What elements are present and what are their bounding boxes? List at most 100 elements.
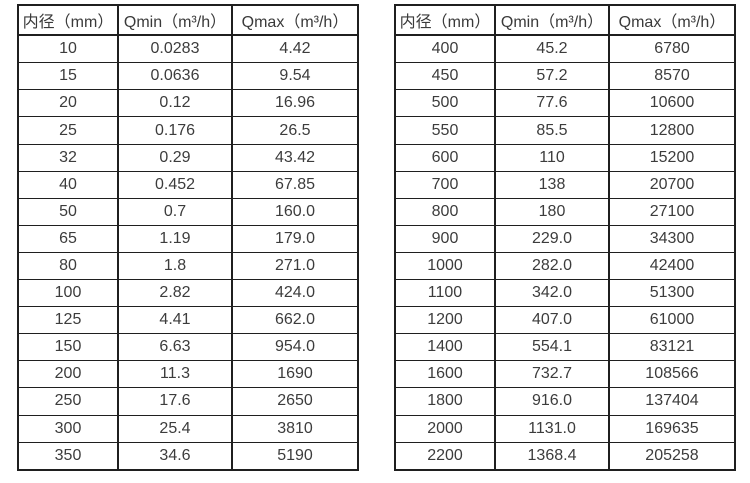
cell-qmin: 77.6: [494, 89, 610, 118]
table-row: 1000 282.0 42400: [394, 251, 736, 281]
header-cell-qmax: Qmax（m³/h）: [231, 4, 359, 36]
cell-qmin: 554.1: [494, 333, 610, 362]
header-row: 内径（mm） Qmin（m³/h） Qmax（m³/h）: [394, 4, 736, 36]
cell-qmax: 5190: [231, 441, 359, 471]
cell-qmax: 662.0: [231, 306, 359, 335]
cell-diameter: 15: [17, 62, 119, 91]
cell-qmin: 1368.4: [494, 441, 610, 471]
table-row: 80 1.8 271.0: [17, 251, 359, 281]
header-cell-qmin: Qmin（m³/h）: [117, 4, 233, 36]
table-row: 25 0.176 26.5: [17, 116, 359, 145]
cell-qmin: 180: [494, 197, 610, 226]
cell-diameter: 250: [17, 387, 119, 416]
table-header: 内径（mm） Qmin（m³/h） Qmax（m³/h）: [394, 4, 736, 36]
cell-qmax: 2650: [231, 387, 359, 416]
cell-qmin: 0.176: [117, 116, 233, 145]
table-row: 450 57.2 8570: [394, 62, 736, 91]
cell-qmin: 85.5: [494, 116, 610, 145]
table-row: 800 180 27100: [394, 197, 736, 226]
cell-qmin: 0.452: [117, 170, 233, 199]
cell-qmax: 160.0: [231, 197, 359, 226]
cell-qmax: 10600: [608, 89, 736, 118]
cell-qmin: 0.29: [117, 143, 233, 172]
cell-qmax: 26.5: [231, 116, 359, 145]
cell-diameter: 2000: [394, 414, 496, 443]
cell-qmax: 424.0: [231, 279, 359, 308]
cell-qmin: 138: [494, 170, 610, 199]
cell-diameter: 1200: [394, 306, 496, 335]
cell-qmax: 16.96: [231, 89, 359, 118]
cell-qmin: 0.0283: [117, 34, 233, 64]
cell-qmax: 6780: [608, 34, 736, 64]
cell-diameter: 80: [17, 251, 119, 281]
cell-qmax: 9.54: [231, 62, 359, 91]
table-row: 2200 1368.4 205258: [394, 441, 736, 471]
table-row: 32 0.29 43.42: [17, 143, 359, 172]
cell-qmax: 51300: [608, 279, 736, 308]
cell-diameter: 300: [17, 414, 119, 443]
cell-qmin: 1.19: [117, 224, 233, 253]
table-row: 700 138 20700: [394, 170, 736, 199]
table-header: 内径（mm） Qmin（m³/h） Qmax（m³/h）: [17, 4, 359, 36]
flow-spec-tables: 内径（mm） Qmin（m³/h） Qmax（m³/h） 10 0.0283 4…: [17, 4, 736, 471]
cell-qmin: 34.6: [117, 441, 233, 471]
cell-qmin: 916.0: [494, 387, 610, 416]
cell-diameter: 100: [17, 279, 119, 308]
cell-qmin: 6.63: [117, 333, 233, 362]
cell-diameter: 600: [394, 143, 496, 172]
table-row: 300 25.4 3810: [17, 414, 359, 443]
cell-diameter: 1400: [394, 333, 496, 362]
cell-qmin: 2.82: [117, 279, 233, 308]
flow-table-large-diameters: 内径（mm） Qmin（m³/h） Qmax（m³/h） 400 45.2 67…: [394, 4, 736, 471]
cell-qmax: 179.0: [231, 224, 359, 253]
cell-qmax: 27100: [608, 197, 736, 226]
table-row: 20 0.12 16.96: [17, 89, 359, 118]
cell-diameter: 50: [17, 197, 119, 226]
cell-diameter: 500: [394, 89, 496, 118]
table-row: 550 85.5 12800: [394, 116, 736, 145]
cell-qmax: 43.42: [231, 143, 359, 172]
cell-qmin: 0.12: [117, 89, 233, 118]
table-row: 1200 407.0 61000: [394, 306, 736, 335]
table-row: 500 77.6 10600: [394, 89, 736, 118]
cell-qmin: 0.0636: [117, 62, 233, 91]
cell-diameter: 700: [394, 170, 496, 199]
cell-diameter: 65: [17, 224, 119, 253]
cell-diameter: 400: [394, 34, 496, 64]
cell-diameter: 10: [17, 34, 119, 64]
cell-qmax: 83121: [608, 333, 736, 362]
table-body: 400 45.2 6780 450 57.2 8570 500 77.6 106…: [394, 34, 736, 471]
cell-diameter: 1100: [394, 279, 496, 308]
cell-qmax: 15200: [608, 143, 736, 172]
table-body: 10 0.0283 4.42 15 0.0636 9.54 20 0.12 16…: [17, 34, 359, 471]
cell-qmax: 8570: [608, 62, 736, 91]
cell-diameter: 125: [17, 306, 119, 335]
cell-qmax: 137404: [608, 387, 736, 416]
cell-qmax: 34300: [608, 224, 736, 253]
header-row: 内径（mm） Qmin（m³/h） Qmax（m³/h）: [17, 4, 359, 36]
cell-qmin: 17.6: [117, 387, 233, 416]
cell-diameter: 450: [394, 62, 496, 91]
table-row: 100 2.82 424.0: [17, 279, 359, 308]
cell-diameter: 32: [17, 143, 119, 172]
table-row: 50 0.7 160.0: [17, 197, 359, 226]
cell-diameter: 800: [394, 197, 496, 226]
table-row: 350 34.6 5190: [17, 441, 359, 471]
header-cell-diameter: 内径（mm）: [17, 4, 119, 36]
table-row: 250 17.6 2650: [17, 387, 359, 416]
flow-table-small-diameters: 内径（mm） Qmin（m³/h） Qmax（m³/h） 10 0.0283 4…: [17, 4, 359, 471]
cell-diameter: 1000: [394, 251, 496, 281]
cell-qmin: 57.2: [494, 62, 610, 91]
table-row: 125 4.41 662.0: [17, 306, 359, 335]
cell-diameter: 1800: [394, 387, 496, 416]
table-row: 1400 554.1 83121: [394, 333, 736, 362]
cell-qmax: 3810: [231, 414, 359, 443]
cell-diameter: 1600: [394, 360, 496, 389]
table-row: 10 0.0283 4.42: [17, 34, 359, 64]
cell-qmax: 954.0: [231, 333, 359, 362]
cell-diameter: 40: [17, 170, 119, 199]
cell-diameter: 350: [17, 441, 119, 471]
cell-qmin: 1.8: [117, 251, 233, 281]
cell-qmin: 45.2: [494, 34, 610, 64]
cell-qmin: 4.41: [117, 306, 233, 335]
